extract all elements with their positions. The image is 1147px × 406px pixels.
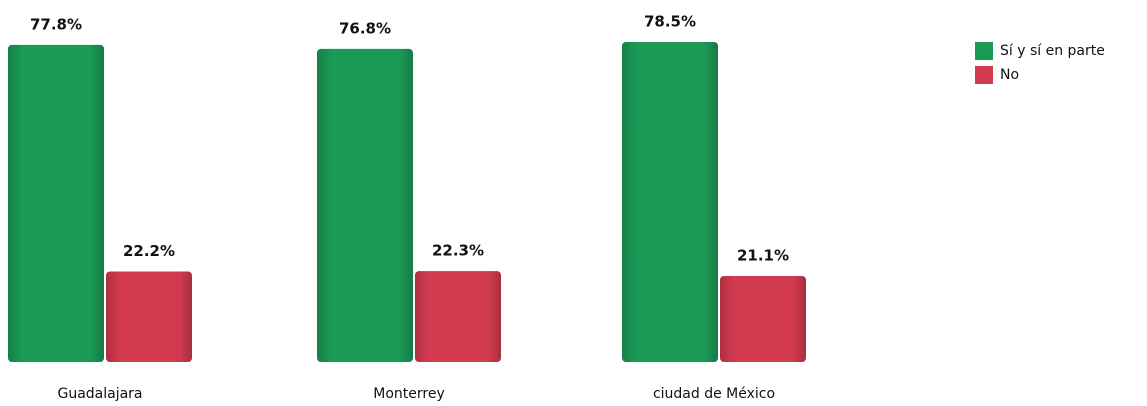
bar-shade — [415, 271, 501, 362]
value-label: 76.8% — [339, 19, 391, 37]
bar-shade — [622, 42, 718, 362]
legend-swatch — [975, 42, 993, 60]
x-tick-label: Monterrey — [373, 386, 444, 402]
x-tick-label: Guadalajara — [57, 386, 142, 402]
value-label: 78.5% — [644, 13, 696, 31]
value-label: 22.2% — [123, 242, 175, 260]
legend-label: Sí y sí en parte — [1000, 43, 1105, 59]
bar-shade — [8, 44, 104, 362]
legend-swatch — [975, 66, 993, 84]
legend-label: No — [1000, 67, 1019, 83]
bar-shade — [317, 48, 413, 363]
value-label: 22.3% — [432, 242, 484, 260]
bar-shade — [106, 271, 192, 362]
x-tick-label: ciudad de México — [653, 386, 775, 402]
value-label: 21.1% — [737, 246, 789, 264]
bar-shade — [720, 275, 806, 362]
value-label: 77.8% — [30, 15, 82, 33]
